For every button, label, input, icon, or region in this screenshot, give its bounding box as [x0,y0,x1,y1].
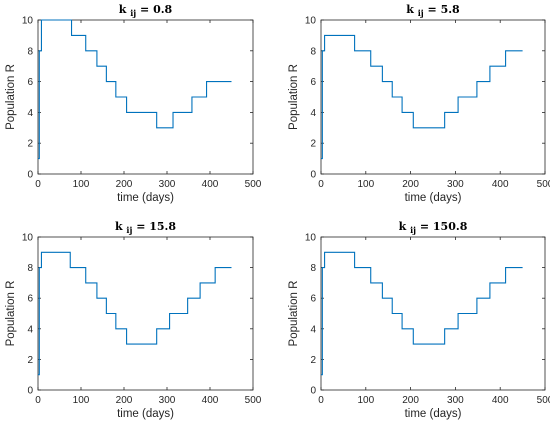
title-value: = 0.8 [136,3,172,16]
y-tick-label: 6 [27,294,33,305]
x-tick-label: 0 [35,395,41,406]
title-subscript: ij [130,8,136,18]
x-tick-label: 400 [492,179,509,190]
subplot-title: k ij = 150.8 [399,220,468,235]
x-tick-label: 300 [159,179,176,190]
series-line [38,19,232,160]
y-tick-label: 2 [310,355,316,366]
title-symbol: k [406,3,417,16]
y-tick-label: 0 [310,170,316,181]
subplot-3: 0 100 200 300 400 500 0 2 4 6 8 10 time (days) Popula… [5,220,262,420]
axes-frame [320,236,546,391]
x-tick-label: 400 [202,395,219,406]
subplot-title: k ij = 15.8 [115,220,176,235]
subplot-title: k ij = 5.8 [406,3,460,18]
title-subscript: ij [126,225,132,235]
y-tick-label: 10 [22,233,34,244]
title-subscript: ij [410,225,416,235]
title-value: = 5.8 [424,3,460,16]
y-tick-label: 6 [310,294,316,305]
x-tick-label: 200 [116,179,133,190]
y-tick-label: 6 [310,77,316,88]
series-line [321,251,523,376]
y-tick-label: 10 [22,16,34,27]
subplot-4: 0 100 200 300 400 500 0 2 4 6 8 10 time (days) Popula… [288,220,550,420]
y-tick-label: 2 [310,139,316,150]
x-tick-label: 400 [202,179,219,190]
y-tick-label: 8 [310,46,316,57]
x-tick-label: 0 [318,395,324,406]
title-symbol: k [115,220,126,233]
axes-frame [37,236,254,391]
subplot-2: 0 100 200 300 400 500 0 2 4 6 8 10 time (days) Popula… [288,3,550,204]
subplot-title: k ij = 0.8 [119,3,173,18]
y-tick-label: 0 [27,170,33,181]
x-tick-label: 200 [116,395,133,406]
y-axis-label: Population R [5,281,17,347]
title-symbol: k [399,220,410,233]
x-tick-label: 100 [73,179,90,190]
x-axis-label: time (days) [405,408,462,420]
x-tick-label: 100 [357,179,374,190]
x-tick-label: 300 [159,395,176,406]
title-subscript: ij [418,8,424,18]
x-tick-label: 0 [35,179,41,190]
x-tick-label: 500 [245,395,262,406]
y-tick-label: 4 [310,108,316,119]
y-tick-label: 0 [27,386,33,397]
y-tick-label: 4 [310,324,316,335]
y-tick-label: 8 [27,263,33,274]
y-tick-label: 8 [310,263,316,274]
x-tick-label: 300 [447,179,464,190]
x-tick-label: 100 [73,395,90,406]
x-tick-label: 500 [537,179,550,190]
x-tick-label: 400 [492,395,509,406]
title-symbol: k [119,3,130,16]
y-tick-label: 4 [27,324,33,335]
x-tick-label: 500 [537,395,550,406]
axes-frame [320,19,546,175]
y-axis-label: Population R [288,64,300,130]
title-value: = 150.8 [416,220,468,233]
x-tick-label: 200 [402,179,419,190]
x-axis-label: time (days) [405,192,462,204]
x-tick-label: 200 [402,395,419,406]
series-line [321,34,523,160]
y-tick-label: 10 [305,233,317,244]
x-tick-label: 300 [447,395,464,406]
y-axis-label: Population R [288,281,300,347]
y-tick-label: 0 [310,386,316,397]
y-tick-label: 8 [27,46,33,57]
title-value: = 15.8 [132,220,176,233]
x-axis-label: time (days) [117,192,174,204]
series-line [38,251,232,376]
subplot-1: 0 100 200 300 400 500 0 2 4 6 8 10 time (days) Popula… [5,3,262,204]
y-axis-label: Population R [5,64,17,130]
x-axis-label: time (days) [117,408,174,420]
x-tick-label: 500 [245,179,262,190]
axes-frame [37,19,254,175]
y-tick-label: 10 [305,16,317,27]
x-tick-label: 100 [357,395,374,406]
y-tick-label: 2 [27,139,33,150]
y-tick-label: 2 [27,355,33,366]
x-tick-label: 0 [318,179,324,190]
y-tick-label: 6 [27,77,33,88]
y-tick-label: 4 [27,108,33,119]
